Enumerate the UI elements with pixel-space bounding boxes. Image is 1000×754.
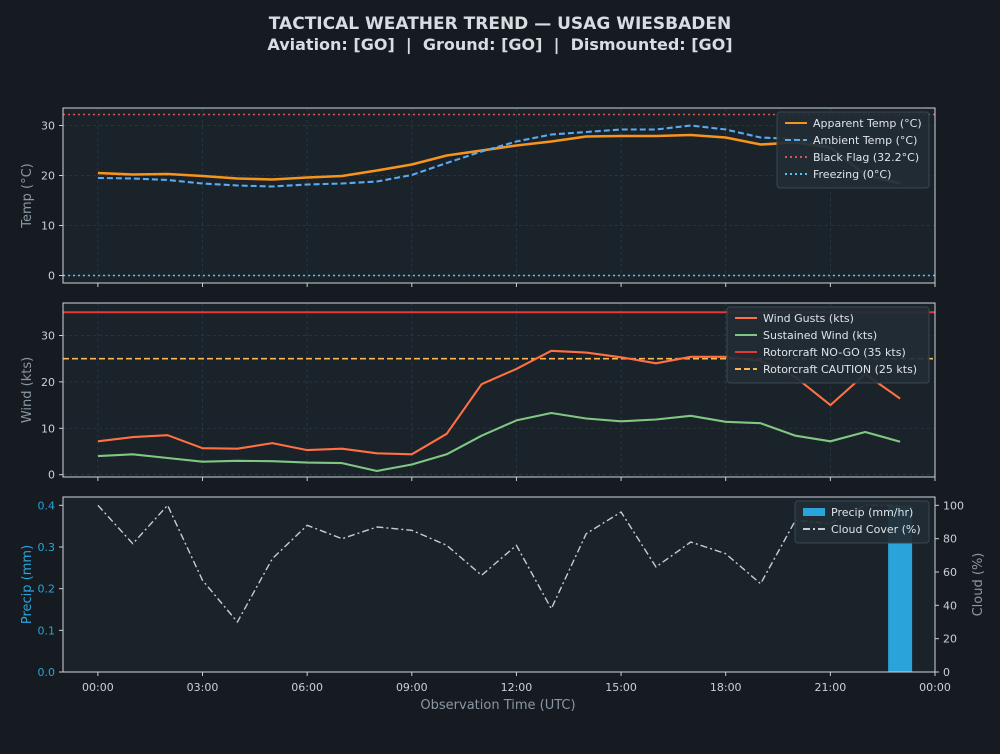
y-right-axis-label: Cloud (%) xyxy=(971,553,986,617)
legend-box xyxy=(794,500,930,544)
legend-label: Ambient Temp (°C) xyxy=(813,134,917,147)
plot-frame xyxy=(62,496,936,673)
panel-precip_cloud: 0.0 0.1 0.2 0.3 0.4 Precip (mm) 00:00 03:00 06:0… xyxy=(20,496,986,694)
series-line-cloud-cover xyxy=(97,504,901,623)
y-tick-label: 30 xyxy=(41,120,55,133)
y-tick-label: 0.2 xyxy=(38,583,56,596)
y-axis-label: Wind (kts) xyxy=(20,357,35,423)
y-tick-label: 10 xyxy=(41,422,55,435)
y-right-tick-label: 40 xyxy=(943,599,957,612)
x-tick-label: 00:00 xyxy=(919,681,951,694)
x-tick-label: 06:00 xyxy=(291,681,323,694)
legend: Precip (mm/hr) Cloud Cover (%) xyxy=(794,500,930,544)
series-line-apparent-temp-c xyxy=(97,133,901,185)
legend-label: Rotorcraft CAUTION (25 kts) xyxy=(763,363,917,376)
legend-box xyxy=(776,111,930,189)
y-right-tick-label: 0 xyxy=(943,666,950,679)
plot-area xyxy=(63,497,935,672)
legend-label: Precip (mm/hr) xyxy=(831,506,913,519)
x-tick-label: 15:00 xyxy=(605,681,637,694)
plot-frame xyxy=(62,107,936,284)
legend-label: Cloud Cover (%) xyxy=(831,523,921,536)
chart-subtitle: Aviation: [GO] | Ground: [GO] | Dismount… xyxy=(267,35,732,55)
y-right-tick-label: 80 xyxy=(943,533,957,546)
chart-title: TACTICAL WEATHER TREND — USAG WIESBADEN xyxy=(269,14,731,34)
panel-temperature: 0 10 20 30 Temp (°C) Apparent Temp (°C) Ambien… xyxy=(20,107,936,287)
y-axis-label: Precip (mm) xyxy=(20,545,35,624)
x-tick-label: 09:00 xyxy=(396,681,428,694)
y-tick-label: 0.1 xyxy=(38,624,56,637)
series-line-sustained-wind-kts xyxy=(97,411,901,473)
y-tick-label: 30 xyxy=(41,329,55,342)
y-tick-label: 20 xyxy=(41,376,55,389)
legend-label: Apparent Temp (°C) xyxy=(813,117,922,130)
legend: Wind Gusts (kts) Sustained Wind (kts) Roto… xyxy=(726,306,930,384)
x-tick-label: 21:00 xyxy=(815,681,847,694)
x-axis-label: Observation Time (UTC) xyxy=(420,698,575,713)
y-axis-label: Temp (°C) xyxy=(20,163,35,229)
x-tick-label: 03:00 xyxy=(187,681,219,694)
y-tick-label: 20 xyxy=(41,170,55,183)
x-tick-label: 12:00 xyxy=(501,681,533,694)
legend-box xyxy=(726,306,930,384)
y-tick-label: 10 xyxy=(41,220,55,233)
legend-label: Freezing (0°C) xyxy=(813,168,891,181)
y-right-tick-label: 100 xyxy=(943,499,964,512)
y-right-tick-label: 20 xyxy=(943,633,957,646)
y-tick-label: 0 xyxy=(48,469,55,482)
legend: Apparent Temp (°C) Ambient Temp (°C) Black… xyxy=(776,111,930,189)
legend-label: Wind Gusts (kts) xyxy=(763,312,854,325)
series-line-ambient-temp-c xyxy=(97,124,901,188)
y-tick-label: 0.4 xyxy=(38,499,56,512)
y-tick-label: 0.0 xyxy=(38,666,56,679)
y-tick-label: 0 xyxy=(48,270,55,283)
panel-wind: 0 10 20 30 Wind (kts) Wind Gusts (kts) Sustain… xyxy=(20,302,936,482)
plot-frame xyxy=(62,302,936,478)
y-right-tick-label: 60 xyxy=(943,566,957,579)
x-tick-label: 00:00 xyxy=(82,681,114,694)
legend-label: Black Flag (32.2°C) xyxy=(813,151,919,164)
legend-label: Sustained Wind (kts) xyxy=(763,329,877,342)
y-tick-label: 0.3 xyxy=(38,541,56,554)
x-tick-label: 18:00 xyxy=(710,681,742,694)
legend-swatch xyxy=(803,508,825,516)
legend-label: Rotorcraft NO-GO (35 kts) xyxy=(763,346,906,359)
